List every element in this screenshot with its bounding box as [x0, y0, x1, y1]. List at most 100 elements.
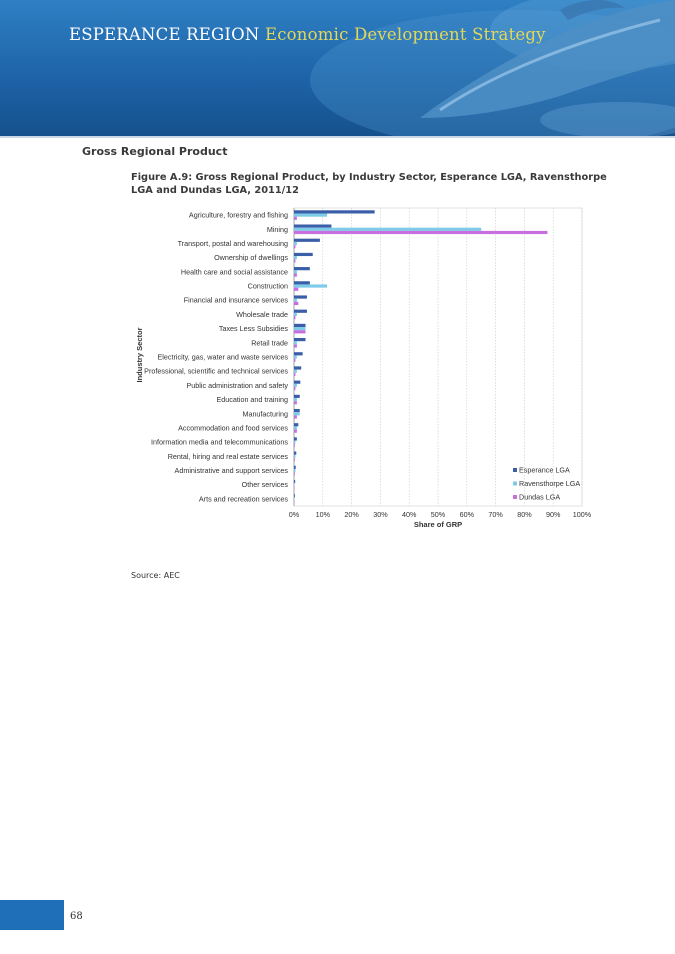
source-note: Source: AEC [131, 571, 180, 580]
banner-title: ESPERANCE REGION Economic Development St… [69, 25, 546, 44]
chart-category-labels: Agriculture, forestry and fishing Mining T… [144, 211, 288, 504]
category-label: Accommodation and food services [178, 423, 288, 432]
bar-esperance-lga [294, 380, 301, 384]
bar-esperance-lga [294, 295, 307, 299]
category-label: Other services [242, 480, 289, 489]
legend-swatch [513, 495, 517, 499]
bar-ravensthorpe-lga [294, 241, 297, 246]
category-label: Financial and insurance services [184, 296, 289, 305]
legend-label: Dundas LGA [519, 493, 560, 502]
bar-dundas-lga [294, 472, 295, 476]
bar-ravensthorpe-lga [294, 412, 300, 416]
x-tick-label: 80% [517, 510, 532, 519]
dolphin-image [310, 0, 675, 138]
banner-region-text: ESPERANCE REGION [69, 25, 260, 44]
bar-ravensthorpe-lga [294, 213, 328, 217]
bar-dundas-lga [294, 259, 296, 263]
bar-ravensthorpe-lga [294, 341, 297, 345]
bar-esperance-lga [294, 338, 306, 342]
bar-dundas-lga [294, 330, 306, 334]
x-tick-label: 0% [289, 510, 300, 519]
bar-ravensthorpe-lga [294, 227, 482, 231]
x-axis-label: Share of GRP [414, 520, 462, 529]
bar-ravensthorpe-lga [294, 270, 297, 274]
bar-dundas-lga [294, 386, 296, 391]
category-label: Construction [248, 282, 288, 291]
bar-esperance-lga [294, 352, 303, 356]
bar-dundas-lga [294, 344, 297, 348]
category-label: Professional, scientific and technical s… [144, 367, 288, 376]
bar-dundas-lga [294, 287, 299, 291]
bar-ravensthorpe-lga [294, 454, 296, 458]
bar-ravensthorpe-lga [294, 383, 297, 387]
bar-ravensthorpe-lga [294, 426, 297, 430]
bar-esperance-lga [294, 479, 296, 484]
x-tick-label: 70% [488, 510, 503, 519]
bar-esperance-lga [294, 465, 296, 469]
category-label: Education and training [216, 395, 288, 404]
bar-ravensthorpe-lga [294, 284, 328, 288]
x-tick-label: 50% [431, 510, 446, 519]
category-label: Manufacturing [242, 409, 288, 418]
page-number: 68 [70, 911, 83, 922]
category-label: Agriculture, forestry and fishing [189, 211, 288, 220]
grp-bar-chart: Agriculture, forestry and fishing Mining T… [135, 207, 592, 529]
bar-esperance-lga [294, 323, 306, 328]
bar-ravensthorpe-lga [294, 397, 297, 402]
bar-esperance-lga [294, 394, 300, 398]
y-axis-label: Industry Sector [135, 327, 144, 382]
bar-ravensthorpe-lga [294, 298, 297, 302]
bar-dundas-lga [294, 245, 296, 249]
bar-dundas-lga [294, 273, 297, 277]
legend-label: Ravensthorpe LGA [519, 479, 580, 488]
legend-swatch [513, 481, 517, 486]
bar-esperance-lga [294, 224, 332, 228]
category-label: Public administration and safety [187, 381, 289, 390]
bar-dundas-lga [294, 401, 297, 405]
header-banner: ESPERANCE REGION Economic Development St… [0, 0, 675, 138]
bar-esperance-lga [294, 408, 300, 413]
bar-esperance-lga [294, 281, 310, 285]
category-label: Information media and telecommunications [151, 438, 288, 447]
section-heading: Gross Regional Product [82, 145, 228, 158]
bar-esperance-lga [294, 267, 310, 271]
category-label: Ownership of dwellings [214, 253, 288, 262]
bar-esperance-lga [294, 423, 299, 427]
x-tick-label: 10% [316, 510, 331, 519]
bar-esperance-lga [294, 252, 313, 257]
category-label: Wholesale trade [236, 310, 288, 319]
bar-dundas-lga [294, 358, 296, 362]
bar-dundas-lga [294, 230, 548, 235]
bar-ravensthorpe-lga [294, 256, 297, 260]
legend-label: Esperance LGA [519, 466, 570, 475]
bar-ravensthorpe-lga [294, 312, 297, 317]
bar-esperance-lga [294, 210, 375, 214]
category-label: Taxes Less Subsidies [219, 324, 289, 333]
legend-swatch [513, 468, 517, 472]
x-tick-label: 90% [546, 510, 561, 519]
bar-esperance-lga [294, 238, 320, 242]
bar-dundas-lga [294, 216, 297, 220]
x-tick-label: 100% [573, 510, 592, 519]
bar-dundas-lga [294, 443, 295, 447]
bar-dundas-lga [294, 301, 299, 306]
category-label: Retail trade [251, 338, 288, 347]
bar-dundas-lga [294, 372, 296, 376]
bar-esperance-lga [294, 309, 307, 313]
bar-dundas-lga [294, 429, 297, 433]
category-label: Arts and recreation services [199, 494, 288, 503]
bar-ravensthorpe-lga [294, 369, 297, 373]
x-tick-label: 60% [460, 510, 475, 519]
bar-ravensthorpe-lga [294, 497, 295, 501]
bar-ravensthorpe-lga [294, 483, 295, 487]
category-label: Health care and social assistance [181, 267, 288, 276]
bar-esperance-lga [294, 451, 297, 455]
bar-dundas-lga [294, 415, 297, 419]
category-label: Electricity, gas, water and waste servic… [158, 353, 289, 362]
bar-ravensthorpe-lga [294, 440, 296, 444]
chart-x-tick-labels: 0% 10% 20% 30% 40% 50% 60% 70% 80% 90% 100% [289, 510, 592, 519]
category-label: Rental, hiring and real estate services [168, 452, 289, 461]
page-tab [0, 900, 64, 930]
bar-esperance-lga [294, 437, 297, 441]
banner-divider [0, 136, 675, 138]
